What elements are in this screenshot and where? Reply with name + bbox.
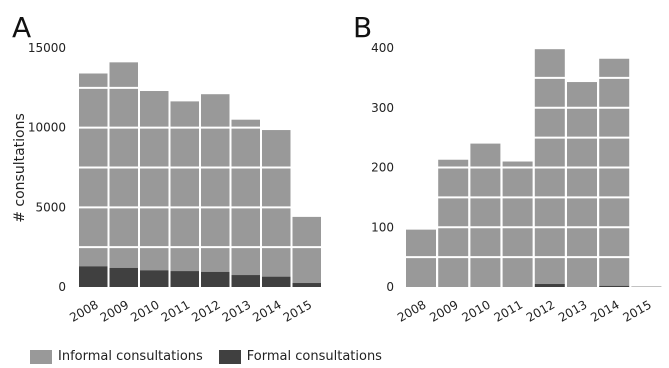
x-tick-label: 2011	[492, 297, 525, 324]
bar-informal-2008	[406, 229, 436, 287]
y-tick-label: 0	[386, 280, 394, 294]
bar-informal-2011	[502, 161, 533, 287]
x-tick-label: 2013	[220, 297, 253, 324]
y-tick-label: 10000	[28, 121, 66, 135]
y-tick-label: 400	[371, 41, 394, 55]
y-tick-label: 300	[371, 101, 394, 115]
x-tick-label: 2009	[98, 297, 131, 324]
y-tick-label: 5000	[35, 200, 66, 214]
bar-informal-2015	[292, 216, 321, 284]
y-tick-label: 200	[371, 161, 394, 175]
bar-informal-2013	[231, 119, 260, 276]
legend-label-informal: Informal consultations	[58, 349, 203, 364]
bar-informal-2015	[631, 286, 662, 287]
legend-swatch-informal	[30, 349, 52, 364]
x-tick-label: 2014	[250, 297, 283, 324]
x-tick-label: 2008	[395, 297, 428, 324]
bar-formal-2012	[534, 284, 565, 287]
x-tick-label: 2013	[556, 297, 589, 324]
bar-informal-2011	[170, 101, 199, 272]
bar-formal-2010	[140, 270, 169, 287]
bar-formal-2014	[599, 285, 630, 287]
y-tick-label: 100	[371, 220, 394, 234]
y-axis-label: # consultations	[12, 113, 28, 223]
bar-informal-2014	[599, 58, 630, 286]
bar-informal-2010	[470, 143, 501, 287]
legend-item-informal: Informal consultations	[30, 349, 203, 364]
bar-informal-2014	[262, 130, 291, 277]
x-tick-label: 2015	[620, 297, 653, 324]
x-tick-label: 2012	[524, 297, 557, 324]
panel-letter-B: B	[353, 11, 372, 44]
bar-formal-2011	[170, 271, 199, 287]
bar-formal-2009	[109, 267, 138, 287]
x-tick-label: 2014	[588, 297, 621, 324]
bar-informal-2012	[201, 94, 230, 272]
x-tick-label: 2010	[459, 297, 492, 324]
bar-informal-2010	[140, 91, 169, 271]
bar-formal-2014	[262, 276, 291, 287]
legend-label-formal: Formal consultations	[246, 349, 382, 364]
x-tick-label: 2015	[281, 297, 314, 324]
x-tick-label: 2009	[427, 297, 460, 324]
legend-swatch-formal	[218, 349, 241, 364]
x-tick-label: 2012	[189, 297, 222, 324]
legend: Informal consultations Formal consultati…	[30, 349, 398, 364]
bar-informal-2009	[109, 62, 138, 268]
y-tick-label: 0	[58, 280, 66, 294]
panel-letter-A: A	[12, 11, 31, 44]
legend-item-formal: Formal consultations	[218, 349, 382, 364]
bar-formal-2015	[292, 283, 321, 287]
bar-informal-2009	[438, 159, 469, 287]
x-tick-label: 2008	[67, 297, 100, 324]
bar-informal-2013	[567, 82, 597, 288]
bar-formal-2013	[231, 275, 260, 287]
bar-formal-2012	[201, 271, 230, 287]
bar-formal-2008	[79, 266, 108, 287]
x-tick-label: 2010	[128, 297, 161, 324]
y-tick-label: 15000	[28, 41, 66, 55]
x-tick-label: 2011	[159, 297, 192, 324]
bar-informal-2008	[79, 73, 108, 267]
